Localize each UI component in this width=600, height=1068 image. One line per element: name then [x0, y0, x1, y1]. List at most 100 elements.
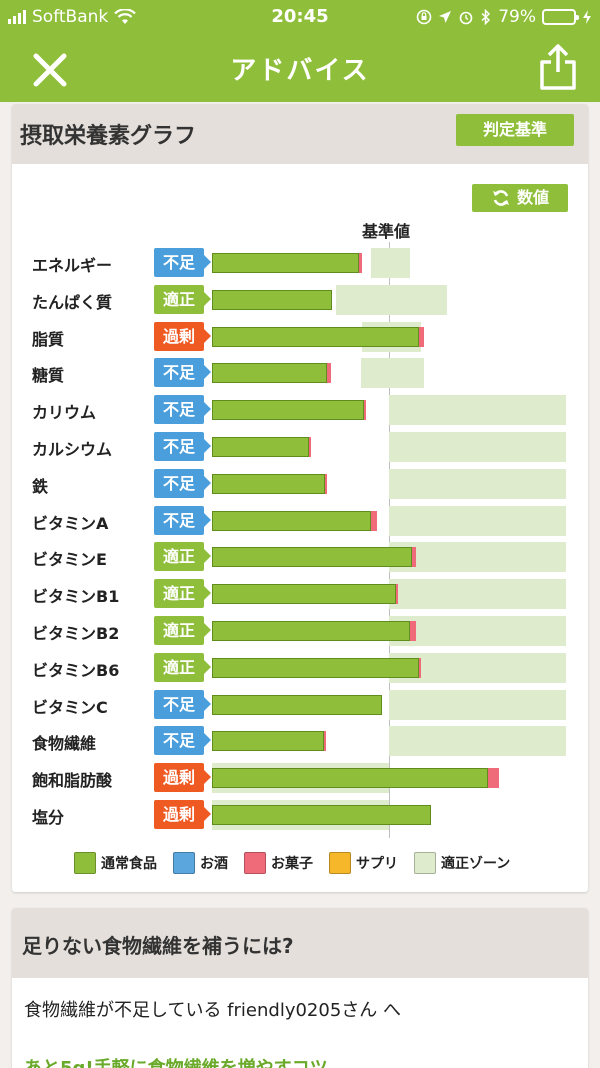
judgment-badge: 不足: [154, 726, 211, 756]
nutrient-row: 鉄 不足: [12, 468, 588, 499]
judgment-badge: 適正: [154, 616, 211, 645]
battery-percent: 79%: [498, 7, 536, 27]
nutrient-row: 食物繊維 不足: [12, 726, 588, 757]
bar-regular-food: [212, 437, 310, 457]
share-icon[interactable]: [536, 42, 580, 92]
adequate-zone: [389, 689, 566, 720]
bar-regular-food: [212, 731, 324, 752]
nutrient-graph-header: 摂取栄養素グラフ 判定基準: [12, 104, 588, 164]
signal-icon: [8, 10, 26, 24]
adequate-zone: [389, 432, 566, 462]
nutrient-row: 脂質 過剰: [12, 321, 588, 352]
bar-regular-food: [212, 473, 326, 494]
bar-sweets: [309, 437, 312, 457]
nutrient-name: ビタミンB6: [32, 660, 120, 680]
nutrient-row: カリウム 不足: [12, 395, 588, 426]
adequate-zone: [389, 505, 566, 536]
bar-regular-food: [212, 621, 411, 641]
bar-sweets: [325, 473, 328, 494]
judgment-badge: 適正: [154, 542, 211, 572]
judgment-badge: 不足: [154, 358, 211, 388]
bar-regular-food: [212, 326, 420, 347]
reference-line: [389, 242, 390, 838]
status-right: 79%: [416, 7, 592, 27]
bar-regular-food: [212, 694, 382, 715]
judgment-badge: 不足: [154, 395, 211, 425]
legend-item: 適正ゾーン: [414, 852, 510, 874]
nutrient-name: たんぱく質: [32, 292, 113, 312]
nutrient-row: 糖質 不足: [12, 358, 588, 389]
adequate-zone: [360, 358, 425, 389]
nutrient-row: ビタミンB6 適正: [12, 652, 588, 683]
bar-sweets: [410, 621, 416, 641]
judgment-badge: 過剰: [154, 321, 211, 351]
legend-swatch: [173, 852, 195, 874]
nutrient-row: ビタミンA 不足: [12, 505, 588, 536]
legend-swatch: [329, 852, 351, 874]
status-time: 20:45: [271, 6, 329, 27]
bar-regular-food: [212, 510, 372, 531]
advice-message: 食物繊維が不足している friendly0205さん へ: [24, 1000, 402, 1021]
value-button-label: 数値: [516, 188, 549, 207]
judgment-badge: 適正: [154, 579, 211, 609]
nutrient-graph-card: 摂取栄養素グラフ 判定基準 数値 基準値 エネルギー 不足 たんぱく質 適正 脂質 過剰糖…: [12, 104, 588, 892]
advice-card: 足りない食物繊維を補うには? 食物繊維が不足している friendly0205さ…: [12, 908, 588, 1068]
advice-link[interactable]: あと5g!手軽に食物繊維を増やすコツ: [24, 1054, 328, 1068]
judgment-badge: 適正: [154, 652, 211, 682]
charging-icon: [583, 10, 591, 24]
location-icon: [439, 11, 452, 23]
legend-label: サプリ: [356, 856, 398, 872]
judgment-badge: 不足: [154, 248, 211, 277]
bar-regular-food: [212, 289, 333, 310]
nutrient-name: ビタミンB2: [32, 624, 120, 643]
alarm-icon: [459, 11, 473, 25]
legend-item: お菓子: [244, 852, 313, 874]
nutrient-name: カルシウム: [32, 440, 113, 459]
advice-header: 足りない食物繊維を補うには?: [12, 908, 588, 978]
bar-regular-food: [212, 584, 397, 605]
legend-item: 通常食品: [74, 852, 157, 874]
nutrient-row: ビタミンC 不足: [12, 689, 588, 720]
reference-label: 基準値: [362, 222, 411, 241]
nutrient-graph-title: 摂取栄養素グラフ: [20, 124, 197, 149]
bar-regular-food: [212, 805, 432, 825]
value-toggle-button[interactable]: 数値: [472, 184, 568, 212]
nutrient-name: 飽和脂肪酸: [32, 771, 113, 791]
bar-sweets: [327, 363, 331, 384]
legend-item: サプリ: [329, 852, 398, 874]
adequate-zone: [335, 284, 448, 315]
wifi-icon: [114, 9, 137, 24]
close-icon[interactable]: [28, 48, 72, 92]
rotation-lock-icon: [416, 9, 432, 25]
bluetooth-icon: [481, 9, 491, 25]
nutrient-name: 鉄: [32, 476, 49, 496]
nutrient-name: ビタミンE: [32, 550, 107, 570]
nutrient-name: 食物繊維: [32, 734, 97, 754]
advice-title: 足りない食物繊維を補うには?: [22, 934, 294, 958]
bar-sweets: [358, 253, 363, 273]
nutrient-name: ビタミンC: [32, 697, 108, 717]
judgment-badge: 不足: [154, 432, 211, 461]
bar-sweets: [364, 400, 367, 421]
adequate-zone: [389, 542, 566, 573]
adequate-zone: [389, 468, 566, 499]
judgment-badge: 不足: [154, 689, 211, 719]
page-title: アドバイス: [230, 56, 370, 86]
nutrient-row: ビタミンB1 適正: [12, 579, 588, 610]
criteria-button[interactable]: 判定基準: [456, 114, 574, 146]
judgment-badge: 過剰: [154, 763, 211, 793]
app-header: アドバイス: [0, 34, 600, 102]
bar-sweets: [323, 731, 326, 752]
legend-label: 適正ゾーン: [441, 856, 511, 872]
nutrient-row: 飽和脂肪酸 過剰: [12, 763, 588, 794]
nutrient-name: 糖質: [32, 366, 65, 386]
status-left: SoftBank: [8, 7, 137, 27]
bar-sweets: [488, 768, 499, 789]
legend-label: お酒: [200, 856, 228, 872]
bar-regular-food: [212, 768, 489, 789]
bar-regular-food: [212, 253, 359, 273]
bar-sweets: [419, 326, 425, 347]
bar-regular-food: [212, 547, 412, 568]
refresh-icon: [492, 190, 509, 206]
adequate-zone: [389, 579, 566, 610]
